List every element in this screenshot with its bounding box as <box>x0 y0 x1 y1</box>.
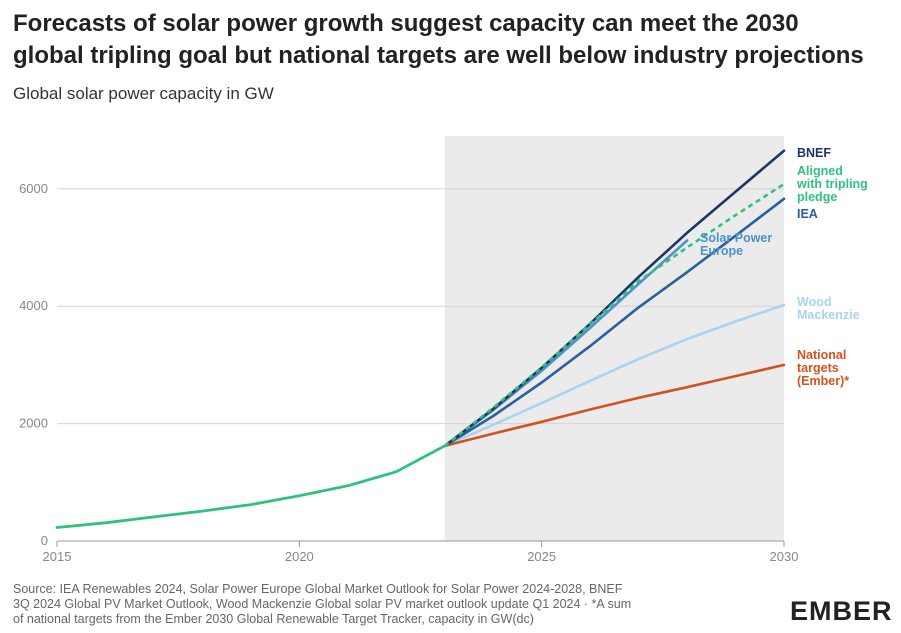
forecast-shading <box>444 136 784 541</box>
title-line: global tripling goal but national target… <box>13 42 864 69</box>
series-label-line: Mackenzie <box>797 308 860 322</box>
x-tick-label: 2015 <box>43 549 72 564</box>
title-line: Forecasts of solar power growth suggest … <box>13 10 799 37</box>
y-tick-label: 2000 <box>19 416 48 431</box>
series-line <box>443 183 785 447</box>
chart-subtitle: Global solar power capacity in GW <box>13 84 274 103</box>
source-line: 3Q 2024 Global PV Market Outlook, Wood M… <box>13 597 632 611</box>
source-note: Source: IEA Renewables 2024, Solar Power… <box>13 582 773 627</box>
y-tick-label: 4000 <box>19 298 48 313</box>
chart-title: Forecasts of solar power growth suggest … <box>13 8 893 72</box>
series-line <box>443 149 786 448</box>
ember-logo: EMBER <box>790 596 893 626</box>
series-label-line: BNEF <box>797 146 831 160</box>
series-label: IEA <box>797 207 818 221</box>
series-line <box>443 197 786 448</box>
historical-line <box>55 444 447 529</box>
x-tick-label: 2030 <box>770 549 799 564</box>
series-label: Aligned with tripling pledge <box>796 164 868 204</box>
series-label-line: with tripling <box>796 177 868 191</box>
y-tick-label: 6000 <box>19 181 48 196</box>
series-label: Solar Power Europe <box>700 231 772 258</box>
series-label-line: National <box>797 348 846 362</box>
series-label-line: Europe <box>700 244 743 258</box>
series-line <box>443 303 786 448</box>
series-label-line: targets <box>797 361 839 375</box>
source-line: Source: IEA Renewables 2024, Solar Power… <box>13 582 623 596</box>
series-label: BNEF <box>797 146 831 160</box>
series-label-line: IEA <box>797 207 818 221</box>
x-tick-label: 2025 <box>527 549 556 564</box>
series-label-line: pledge <box>797 190 837 204</box>
source-line: of national targets from the Ember 2030 … <box>13 612 534 626</box>
series-label-line: Wood <box>797 295 831 309</box>
y-tick-label: 0 <box>41 533 48 548</box>
series-label-line: (Ember)* <box>797 374 849 388</box>
x-tick-label: 2020 <box>285 549 314 564</box>
series-label: Wood Mackenzie <box>797 295 860 322</box>
series-label-line: Aligned <box>797 164 843 178</box>
series-label-line: Solar Power <box>700 231 772 245</box>
series-label: National targets (Ember)* <box>797 348 849 388</box>
series-line <box>443 363 786 448</box>
